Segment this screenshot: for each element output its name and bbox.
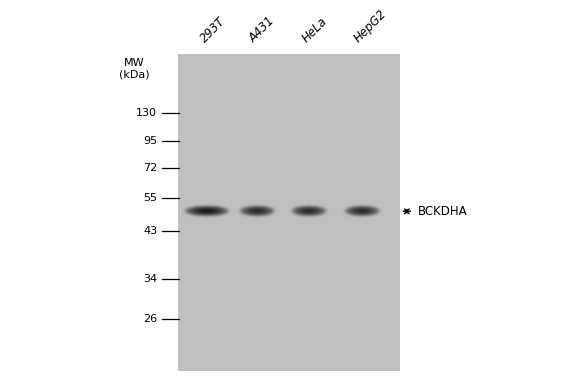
Text: 34: 34 [143,274,157,284]
Text: 72: 72 [143,163,157,173]
Text: A431: A431 [247,14,278,45]
Text: HepG2: HepG2 [352,7,389,45]
Text: 43: 43 [143,226,157,236]
Text: 130: 130 [136,108,157,118]
Text: 293T: 293T [197,15,228,45]
Text: MW
(kDa): MW (kDa) [119,58,149,80]
Text: HeLa: HeLa [299,15,329,45]
Text: 95: 95 [143,136,157,146]
Text: 26: 26 [143,314,157,324]
Text: BCKDHA: BCKDHA [418,205,467,218]
Text: 55: 55 [143,193,157,203]
